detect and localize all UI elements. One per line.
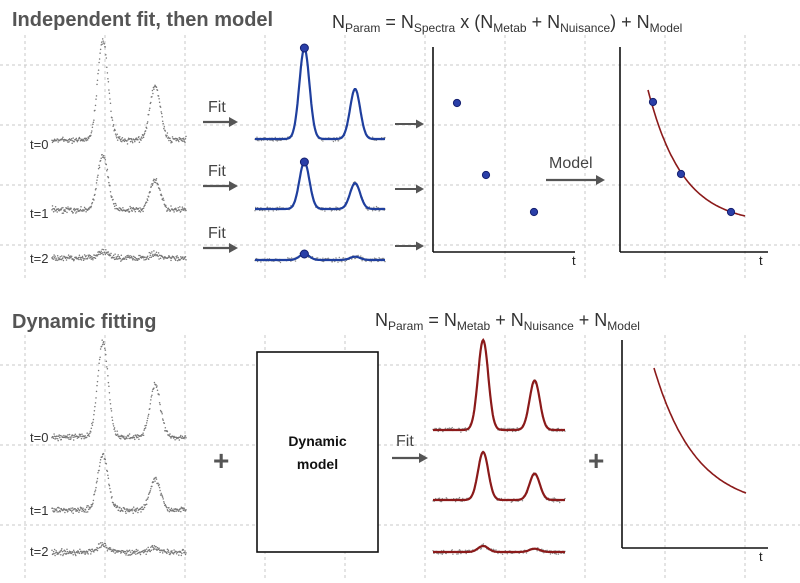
top-to-axis-arrow-0 — [395, 119, 424, 129]
top-axis1-point-0 — [452, 98, 462, 108]
top-fitted-spectra — [254, 43, 386, 264]
bottom-fit-spectrum-1 — [432, 450, 566, 504]
top-fit-spectrum-2 — [254, 249, 386, 264]
top-time-label-1: t=1 — [30, 206, 48, 221]
top-model-decay-curve — [647, 89, 746, 217]
top-fit-spectrum-1-peak-marker — [299, 157, 309, 167]
top-to-axis-arrow-2 — [395, 241, 424, 251]
bottom-axis-t-label: t — [759, 549, 763, 564]
top-axis1-point-1 — [481, 170, 491, 180]
bottom-plus-sign-right: + — [588, 445, 604, 476]
top-equation-part-0: N — [332, 12, 345, 32]
top-time-label-0: t=0 — [30, 137, 48, 152]
top-fit-spectrum-1 — [254, 157, 386, 212]
top-fit-label-1: Fit — [208, 163, 226, 180]
bottom-equation-part-6: + N — [574, 310, 608, 330]
top-raw-spectrum-1 — [51, 153, 187, 215]
top-fit-label-0: Fit — [208, 99, 226, 116]
top-axis2-point-2 — [726, 207, 736, 217]
top-raw-spectrum-2 — [51, 248, 187, 262]
dynamic-model-label-line1: Dynamic — [288, 433, 347, 449]
top-equation-part-4: x (N — [455, 12, 493, 32]
bottom-model-axes: t — [621, 340, 768, 564]
bottom-raw-spectrum-1 — [51, 452, 187, 515]
bottom-fit-spectrum-2 — [432, 543, 566, 555]
bottom-model-decay-curve — [653, 367, 747, 494]
bottom-fit-arrow: Fit — [392, 433, 428, 463]
bottom-raw-spectra — [51, 339, 187, 557]
bottom-time-label-0: t=0 — [30, 430, 48, 445]
bottom-fit-spectrum-0 — [432, 337, 566, 433]
top-raw-spectrum-0 — [51, 38, 187, 145]
top-model-axes: t — [619, 47, 768, 268]
top-axis2-point-1 — [676, 169, 686, 179]
dynamic-model-label-line2: model — [297, 456, 338, 472]
top-equation-part-1: Param — [345, 21, 380, 35]
top-fit-arrow-1: Fit — [203, 163, 238, 191]
top-equation-part-7: Nuisance — [560, 21, 610, 35]
bottom-equation-part-7: Model — [607, 319, 640, 333]
bottom-raw-spectrum-0 — [51, 339, 187, 442]
bottom-time-label-2: t=2 — [30, 544, 48, 559]
bottom-equation-part-4: + N — [490, 310, 524, 330]
top-amplitude-axes: t — [432, 47, 576, 268]
top-time-label-2: t=2 — [30, 251, 48, 266]
top-to-axis-arrow-1 — [395, 184, 424, 194]
bottom-section-title: Dynamic fitting — [12, 311, 156, 333]
top-raw-spectra — [51, 38, 187, 262]
top-axis1-t-label: t — [572, 253, 576, 268]
bottom-equation-part-5: Nuisance — [524, 319, 574, 333]
top-section-title: Independent fit, then model — [12, 9, 273, 31]
top-axis1-point-2 — [529, 207, 539, 217]
top-fit-spectrum-2-peak-marker — [299, 249, 309, 259]
bottom-equation-part-1: Param — [388, 319, 423, 333]
top-equation-part-8: ) + N — [610, 12, 650, 32]
top-fit-arrow-2: Fit — [203, 225, 238, 253]
bottom-fit-label: Fit — [396, 433, 414, 450]
top-fit-spectrum-0 — [254, 43, 386, 143]
top-model-arrow: Model — [546, 155, 605, 185]
bottom-plus-sign-left: + — [213, 445, 229, 476]
dynamic-model-box — [256, 351, 379, 553]
background-grid — [0, 35, 800, 580]
top-fit-label-2: Fit — [208, 225, 226, 242]
top-equation-part-9: Model — [650, 21, 683, 35]
top-axis2-point-0 — [648, 97, 658, 107]
top-fit-arrow-0: Fit — [203, 99, 238, 127]
top-equation: NParam = NSpectra x (NMetab + NNuisance)… — [332, 12, 682, 35]
top-axis2-t-label: t — [759, 253, 763, 268]
top-equation-part-5: Metab — [493, 21, 527, 35]
bottom-time-label-1: t=1 — [30, 503, 48, 518]
bottom-raw-spectrum-2 — [51, 542, 187, 557]
top-equation-part-6: + N — [527, 12, 561, 32]
bottom-equation-part-0: N — [375, 310, 388, 330]
bottom-fitted-spectra — [432, 337, 566, 555]
bottom-equation-part-2: = N — [423, 310, 457, 330]
bottom-equation: NParam = NMetab + NNuisance + NModel — [375, 310, 640, 333]
top-model-label: Model — [549, 155, 593, 172]
top-fit-spectrum-0-peak-marker — [299, 43, 309, 53]
top-equation-part-3: Spectra — [414, 21, 456, 35]
top-equation-part-2: = N — [380, 12, 414, 32]
bottom-equation-part-3: Metab — [457, 319, 491, 333]
